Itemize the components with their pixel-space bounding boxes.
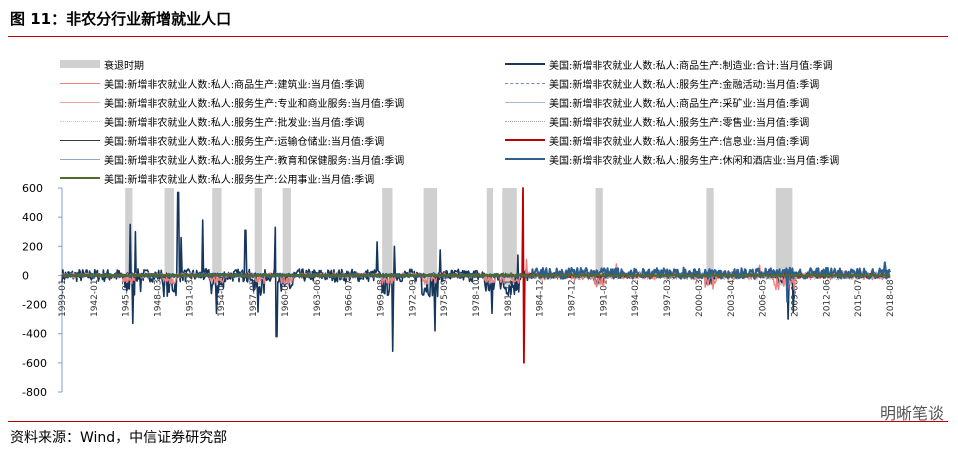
- legend-item: 美国:新增非农就业人数:私人:服务生产:专业和商业服务:当月值:季调: [60, 93, 404, 111]
- x-tick-label: 1994-02: [631, 279, 641, 317]
- legend-item: 美国:新增非农就业人数:私人:商品生产:建筑业:当月值:季调: [60, 74, 364, 92]
- x-tick-label: 1981-11: [504, 279, 514, 317]
- x-tick-label: 1945-02: [122, 279, 132, 317]
- x-tick-label: 2015-07: [854, 279, 864, 317]
- legend-item: 美国:新增非农就业人数:私人:商品生产:采矿业:当月值:季调: [505, 93, 809, 111]
- x-axis: 1939-01 1942-01 1945-02 1948-03 1951-03 1954-…: [58, 274, 896, 317]
- x-tick-label: 1991-01: [599, 279, 609, 317]
- legend-item: 美国:新增非农就业人数:私人:服务生产:零售业:当月值:季调: [505, 112, 809, 130]
- x-tick-label: 1942-01: [90, 279, 100, 317]
- legend-item: 美国:新增非农就业人数:私人:服务生产:信息业:当月值:季调: [505, 131, 809, 149]
- legend-swatch: [60, 60, 100, 68]
- legend-label: 衰退时期: [104, 60, 144, 72]
- x-tick-label: 2006-05: [759, 279, 769, 317]
- legend-label: 美国:新增非农就业人数:私人:服务生产:批发业:当月值:季调: [104, 117, 365, 129]
- x-tick-label: 2012-06: [822, 279, 832, 317]
- x-tick-label: 1948-03: [154, 279, 164, 317]
- legend-label: 美国:新增非农就业人数:私人:服务生产:教育和保健服务:当月值:季调: [104, 155, 405, 167]
- x-tick-label: 1963-06: [313, 279, 323, 317]
- x-tick-label: 1939-01: [58, 279, 68, 317]
- y-tick-label: -200: [22, 299, 47, 312]
- line-chart: 600 400 200 0 -200 -400 -600 -800 1939-01 1942-0…: [22, 182, 896, 399]
- recession-band: [282, 188, 291, 286]
- x-tick-label: 2009-06: [790, 279, 800, 317]
- y-tick-label: 0: [22, 269, 29, 282]
- x-tick-label: 1975-09: [440, 279, 450, 317]
- legend-label: 美国:新增非农就业人数:私人:服务生产:公用事业:当月值:季调: [104, 174, 375, 186]
- watermark-logo: 明晰笔谈: [879, 404, 944, 423]
- title-rule: [8, 36, 948, 37]
- recession-band: [423, 188, 438, 286]
- legend-label: 美国:新增非农就业人数:私人:服务生产:信息业:当月值:季调: [549, 136, 810, 148]
- data-series: [61, 187, 891, 364]
- x-tick-label: 1969-08: [376, 279, 386, 317]
- legend-item: 美国:新增非农就业人数:私人:服务生产:休闲和酒店业:当月值:季调: [505, 150, 839, 168]
- y-tick-label: 400: [22, 211, 43, 224]
- series-line: [61, 273, 891, 278]
- source-note: 资料来源：Wind，中信证券研究部: [10, 430, 228, 446]
- x-tick-label: 1997-03: [663, 279, 673, 317]
- legend-item: 美国:新增非农就业人数:私人:服务生产:金融活动:当月值:季调: [505, 74, 819, 92]
- legend-swatch: [505, 158, 545, 160]
- legend-item: 美国:新增非农就业人数:私人:商品生产:制造业:合计:当月值:季调: [505, 55, 833, 73]
- chart-legend: 衰退时期 美国:新增非农就业人数:私人:商品生产:制造业:合计:当月值:季调 美国:…: [60, 55, 940, 186]
- y-tick-label: 200: [22, 240, 43, 253]
- legend-label: 美国:新增非农就业人数:私人:服务生产:金融活动:当月值:季调: [549, 79, 820, 91]
- recession-band: [595, 188, 603, 286]
- legend-label: 美国:新增非农就业人数:私人:服务生产:零售业:当月值:季调: [549, 117, 810, 129]
- legend-swatch: [60, 120, 100, 122]
- recession-band: [486, 188, 493, 286]
- x-tick-label: 1960-06: [281, 279, 291, 317]
- legend-swatch: [60, 82, 100, 84]
- x-tick-label: 1966-07: [345, 279, 355, 317]
- legend-swatch: [505, 120, 545, 122]
- recession-band: [164, 188, 174, 286]
- x-tick-label: 2003-04: [727, 279, 737, 317]
- y-tick-label: 600: [22, 182, 43, 195]
- x-tick-label: 1987-12: [568, 279, 578, 317]
- legend-label: 美国:新增非农就业人数:私人:商品生产:制造业:合计:当月值:季调: [549, 60, 833, 72]
- x-tick-label: 1951-03: [185, 279, 195, 317]
- x-tick-label: 1957-05: [249, 279, 259, 317]
- recession-band: [502, 188, 517, 286]
- recession-band: [706, 188, 714, 286]
- legend-swatch: [505, 101, 545, 103]
- recession-band: [775, 188, 793, 286]
- x-tick-label: 1984-12: [536, 279, 546, 317]
- legend-item: 美国:新增非农就业人数:私人:服务生产:公用事业:当月值:季调: [60, 169, 374, 187]
- legend-swatch: [60, 177, 100, 179]
- x-tick-label: 1954-04: [217, 279, 227, 317]
- recession-bands: [125, 188, 793, 286]
- legend-item: 美国:新增非农就业人数:私人:服务生产:教育和保健服务:当月值:季调: [60, 150, 404, 168]
- y-axis: 600 400 200 0 -200 -400 -600 -800: [22, 182, 63, 399]
- source-rule: [8, 421, 948, 422]
- legend-label: 美国:新增非农就业人数:私人:商品生产:采矿业:当月值:季调: [549, 98, 810, 110]
- legend-item: 美国:新增非农就业人数:私人:服务生产:运输仓储业:当月值:季调: [60, 131, 384, 149]
- recession-band: [125, 188, 133, 286]
- legend-label: 美国:新增非农就业人数:私人:服务生产:运输仓储业:当月值:季调: [104, 136, 385, 148]
- legend-label: 美国:新增非农就业人数:私人:服务生产:休闲和酒店业:当月值:季调: [549, 155, 840, 167]
- legend-swatch: [505, 63, 545, 65]
- y-tick-label: -600: [22, 357, 47, 370]
- x-tick-label: 1972-09: [408, 279, 418, 317]
- legend-swatch: [505, 139, 545, 141]
- legend-swatch: [505, 82, 545, 84]
- x-tick-label: 1978-10: [472, 279, 482, 317]
- legend-swatch: [60, 139, 100, 141]
- legend-item: 衰退时期: [60, 55, 144, 73]
- legend-swatch: [60, 101, 100, 103]
- y-tick-label: -400: [22, 328, 47, 341]
- figure-title: 图 11：非农分行业新增就业人口: [10, 10, 232, 28]
- recession-band: [382, 188, 393, 286]
- legend-swatch: [60, 158, 100, 160]
- recession-band: [254, 188, 262, 286]
- legend-label: 美国:新增非农就业人数:私人:服务生产:专业和商业服务:当月值:季调: [104, 98, 405, 110]
- legend-item: 美国:新增非农就业人数:私人:服务生产:批发业:当月值:季调: [60, 112, 364, 130]
- x-tick-label: 2018-08: [886, 279, 896, 317]
- x-tick-label: 2000-03: [695, 279, 705, 317]
- y-tick-label: -800: [22, 386, 47, 399]
- recession-band: [212, 188, 222, 286]
- legend-label: 美国:新增非农就业人数:私人:商品生产:建筑业:当月值:季调: [104, 79, 365, 91]
